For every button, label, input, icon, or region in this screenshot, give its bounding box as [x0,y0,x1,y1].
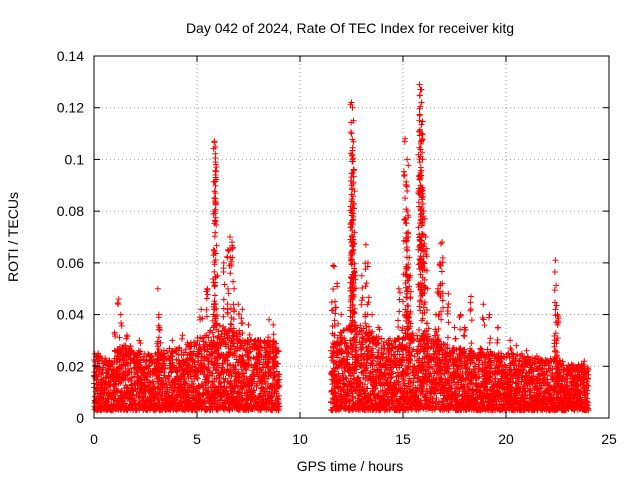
grid [94,56,609,418]
data-point [171,383,178,390]
data-point [113,386,120,393]
data-point [117,379,124,386]
data-point [160,347,167,354]
data-point [118,388,125,395]
data-point [147,397,154,404]
data-point [158,392,165,399]
data-point [149,353,156,360]
data-point [162,374,169,381]
data-point [126,365,133,372]
data-point [166,373,173,380]
data-point [162,364,169,371]
data-point [163,355,170,362]
data-point [102,355,109,362]
data-point [174,368,181,375]
data-point [128,368,135,375]
chart-title: Day 042 of 2024, Rate Of TEC Index for r… [186,20,514,36]
data-point [171,362,178,369]
data-point [161,369,168,376]
data-point [109,361,116,368]
data-point [96,360,103,367]
data-point [164,350,171,357]
data-point [91,393,98,400]
data-point [130,397,137,404]
data-point [103,357,110,364]
data-point [107,387,114,394]
data-points [91,81,592,414]
data-point [146,382,153,389]
data-point [166,389,173,396]
data-point [127,343,134,350]
data-point [161,362,168,369]
